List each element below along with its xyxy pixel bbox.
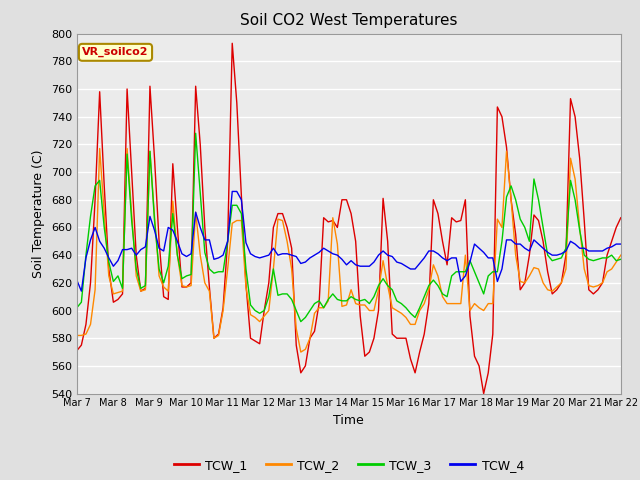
TCW_2 [73, 333, 81, 338]
TCW_3 [297, 319, 305, 324]
TCW_4 [608, 244, 616, 250]
TCW_3 [457, 269, 465, 275]
TCW_2 [608, 266, 616, 272]
TCW_2 [224, 266, 232, 272]
TCW_4 [617, 241, 625, 247]
TCW_2 [297, 349, 305, 355]
TCW_3 [188, 272, 195, 277]
TCW_1 [480, 391, 488, 396]
Y-axis label: Soil Temperature (C): Soil Temperature (C) [32, 149, 45, 278]
Title: Soil CO2 West Temperatures: Soil CO2 West Temperatures [240, 13, 458, 28]
TCW_3 [224, 239, 232, 244]
TCW_2 [192, 209, 200, 215]
TCW_4 [73, 277, 81, 283]
Text: VR_soilco2: VR_soilco2 [82, 47, 148, 58]
TCW_1 [617, 215, 625, 221]
TCW_2 [617, 252, 625, 258]
TCW_2 [457, 301, 465, 307]
TCW_2 [384, 283, 392, 288]
Legend: TCW_1, TCW_2, TCW_3, TCW_4: TCW_1, TCW_2, TCW_3, TCW_4 [169, 454, 529, 477]
TCW_2 [96, 145, 104, 151]
TCW_1 [380, 195, 387, 201]
TCW_4 [77, 288, 85, 294]
TCW_1 [608, 239, 616, 244]
Line: TCW_3: TCW_3 [77, 133, 621, 322]
TCW_4 [457, 278, 465, 284]
Line: TCW_2: TCW_2 [77, 148, 621, 352]
TCW_4 [512, 241, 520, 247]
TCW_1 [512, 231, 520, 237]
TCW_4 [384, 252, 392, 258]
TCW_3 [608, 252, 616, 258]
X-axis label: Time: Time [333, 414, 364, 427]
Line: TCW_1: TCW_1 [77, 43, 621, 394]
TCW_3 [192, 131, 200, 136]
TCW_4 [224, 239, 232, 244]
TCW_1 [452, 219, 460, 225]
TCW_1 [73, 348, 81, 354]
TCW_4 [228, 189, 236, 194]
TCW_4 [192, 209, 200, 215]
TCW_1 [228, 40, 236, 46]
TCW_3 [384, 283, 392, 288]
TCW_3 [617, 256, 625, 262]
TCW_3 [73, 305, 81, 311]
Line: TCW_4: TCW_4 [77, 192, 621, 291]
TCW_1 [188, 280, 195, 286]
TCW_1 [220, 305, 227, 311]
TCW_2 [512, 252, 520, 258]
TCW_3 [512, 197, 520, 203]
